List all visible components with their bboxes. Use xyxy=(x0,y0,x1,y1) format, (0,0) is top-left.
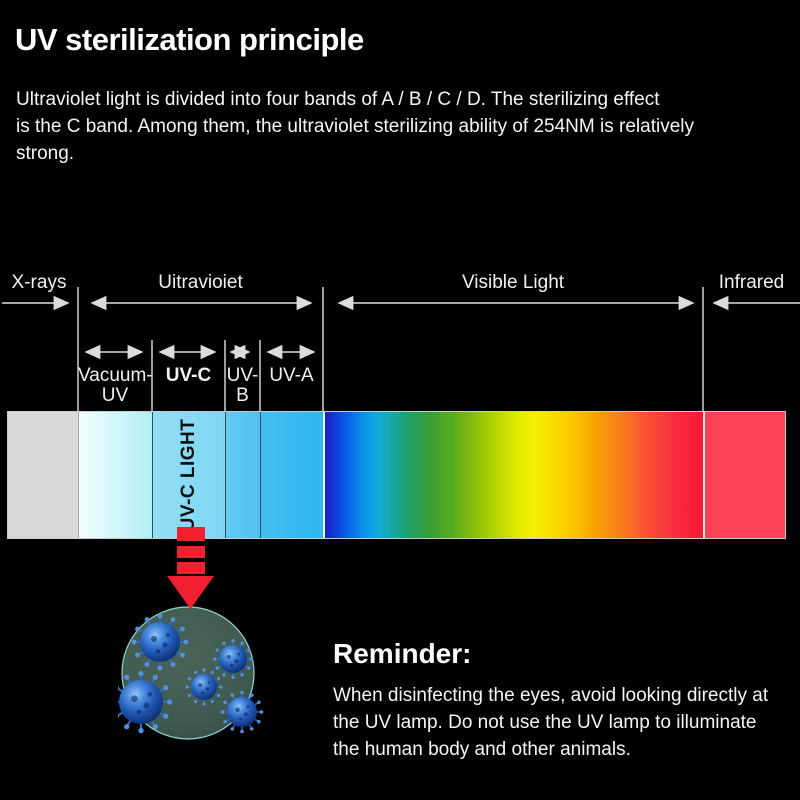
page-title: UV sterilization principle xyxy=(15,22,364,57)
band-label-ultraviolet: Uitravioiet xyxy=(158,272,243,293)
reminder-body: When disinfecting the eyes, avoid lookin… xyxy=(333,685,769,760)
spectrum-segment-vacuum-uv xyxy=(78,412,152,538)
intro-text: Ultraviolet light is divided into four b… xyxy=(16,89,694,164)
subband-label-uv-b: UV- B xyxy=(226,365,259,406)
spectrum-segment-visible-light xyxy=(323,412,703,538)
subband-label-vacuum-uv: Vacuum- UV xyxy=(78,365,153,406)
spectrum-bar: UV-C LIGHT xyxy=(7,411,786,539)
spectrum-segment-uv-c: UV-C LIGHT xyxy=(152,412,225,538)
band-label-xrays: X-rays xyxy=(11,272,67,293)
reminder-heading: Reminder: xyxy=(333,638,472,669)
spectrum-segment-infrared xyxy=(703,412,785,538)
uvc-light-vertical-label: UV-C LIGHT xyxy=(178,418,199,532)
uvc-down-arrow-icon xyxy=(167,527,214,609)
band-label-infrared: Infrared xyxy=(718,272,785,293)
spectrum-segment-xrays xyxy=(8,412,78,538)
spectrum-segment-uv-a xyxy=(260,412,323,538)
spectrum-segment-uv-b xyxy=(225,412,260,538)
band-label-visible-light: Visible Light xyxy=(461,272,565,293)
subband-label-uv-c: UV-C xyxy=(165,365,212,386)
subband-label-uv-a: UV-A xyxy=(269,365,314,386)
virus-illustration xyxy=(118,606,265,740)
